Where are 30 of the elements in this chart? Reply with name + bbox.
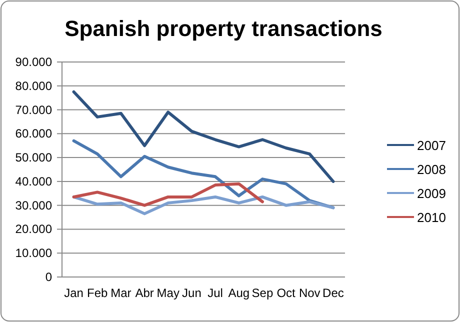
x-tick-label: Mar: [110, 286, 132, 300]
x-tick-label: Aug: [228, 286, 250, 300]
y-tick-label: 80.000: [15, 78, 52, 93]
x-tick-label: Oct: [276, 286, 296, 300]
legend-label: 2009: [417, 186, 446, 201]
x-tick-label: Dec: [322, 286, 344, 300]
y-tick-label: 90.000: [15, 55, 52, 69]
y-tick-label: 60.000: [15, 126, 52, 141]
line-series: [72, 195, 335, 216]
y-tick-label: 30.000: [15, 198, 52, 212]
y-tick-label: 20.000: [15, 222, 52, 236]
legend-label: 2010: [417, 210, 446, 225]
y-tick-label: 0: [45, 270, 52, 284]
y-tick-label: 40.000: [15, 174, 52, 188]
y-tick-label: 50.000: [15, 150, 52, 165]
x-tick-label: Sep: [252, 286, 274, 300]
y-tick-label: 10.000: [15, 246, 52, 260]
legend-label: 2008: [417, 162, 446, 177]
x-tick-label: Abr: [135, 286, 154, 300]
legend-label: 2007: [417, 138, 446, 153]
x-tick-label: Jan: [64, 286, 84, 300]
y-tick-label: 70.000: [15, 102, 52, 117]
x-tick-label: Nov: [298, 286, 320, 300]
x-tick-label: Feb: [87, 286, 108, 300]
x-tick-label: Jul: [208, 286, 223, 300]
x-tick-label: May: [156, 286, 180, 300]
line-series: [72, 182, 264, 207]
line-series: [72, 90, 335, 183]
chart-title: Spanish property transactions: [64, 16, 382, 41]
x-tick-label: Jun: [182, 286, 202, 300]
